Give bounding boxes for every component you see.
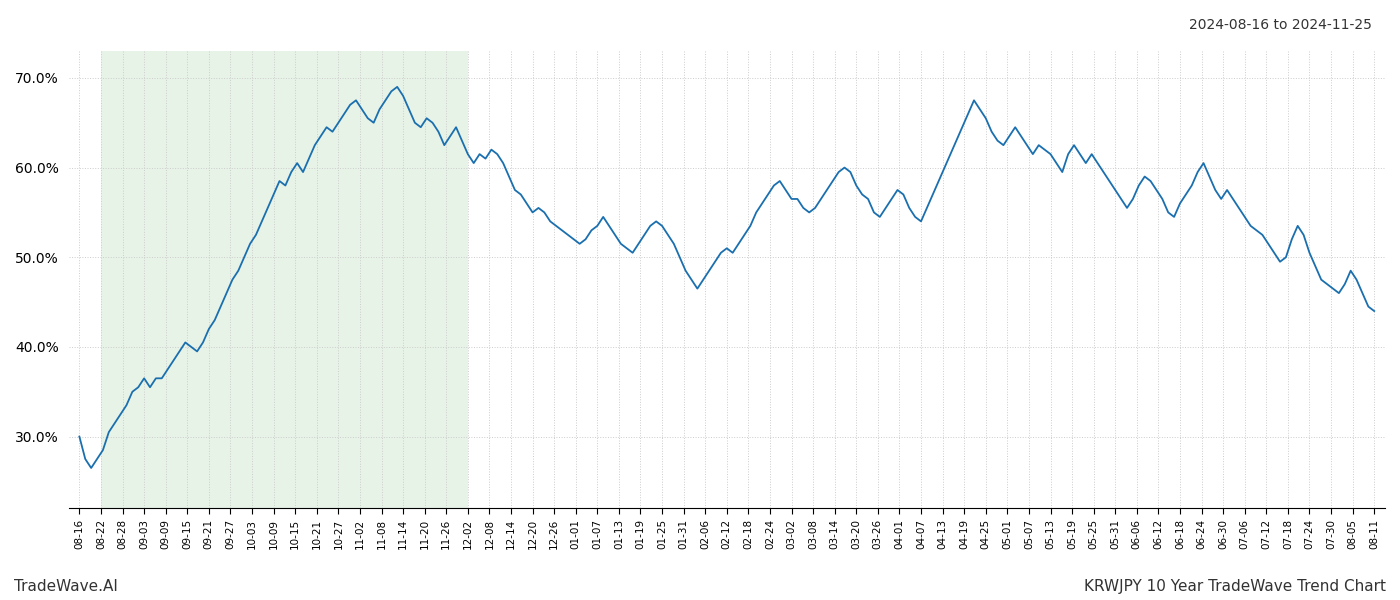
Text: 2024-08-16 to 2024-11-25: 2024-08-16 to 2024-11-25	[1189, 18, 1372, 32]
Bar	[101, 51, 468, 508]
Text: KRWJPY 10 Year TradeWave Trend Chart: KRWJPY 10 Year TradeWave Trend Chart	[1084, 579, 1386, 594]
Text: TradeWave.AI: TradeWave.AI	[14, 579, 118, 594]
